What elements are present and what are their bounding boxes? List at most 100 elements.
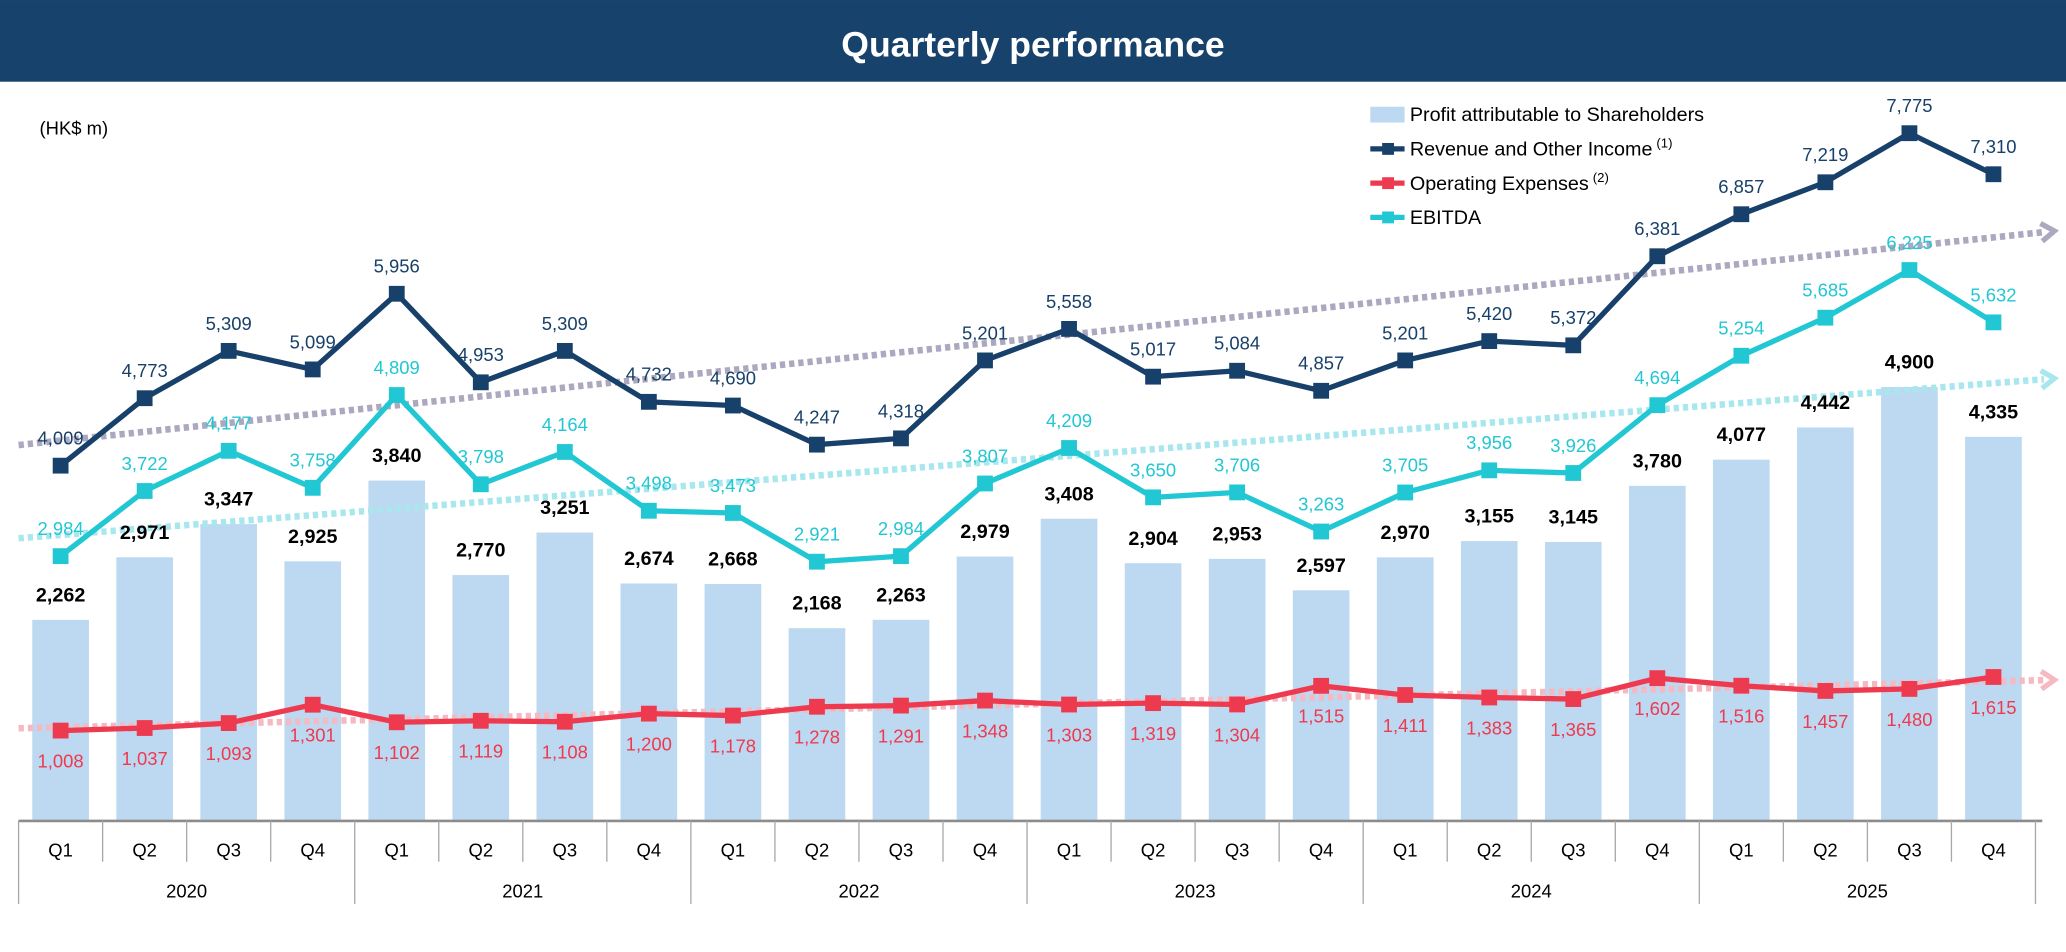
data-point-marker bbox=[1817, 174, 1834, 191]
profit-bar bbox=[1040, 518, 1098, 820]
profit-bar bbox=[620, 583, 678, 820]
data-label: 1,615 bbox=[1970, 697, 2016, 718]
year-tick-label: 2023 bbox=[1175, 880, 1216, 901]
data-point-marker bbox=[1817, 309, 1834, 326]
quarter-tick-label: Q1 bbox=[1393, 839, 1418, 860]
data-label: 4,809 bbox=[374, 357, 420, 378]
data-point-marker bbox=[1145, 368, 1161, 385]
quarter-tick-label: Q4 bbox=[300, 839, 325, 860]
data-point-marker bbox=[1313, 382, 1330, 399]
data-label: 2,921 bbox=[794, 524, 840, 545]
profit-data-label: 4,077 bbox=[1717, 424, 1766, 446]
data-point-marker bbox=[304, 696, 321, 713]
profit-data-label: 3,408 bbox=[1044, 483, 1093, 505]
year-tick-label: 2025 bbox=[1847, 880, 1888, 901]
data-point-marker bbox=[388, 714, 405, 731]
title-bar bbox=[0, 0, 2066, 82]
data-label: 1,319 bbox=[1130, 723, 1176, 744]
data-label: 5,254 bbox=[1718, 318, 1764, 339]
profit-bar bbox=[1797, 427, 1854, 820]
trend-arrowhead bbox=[2039, 669, 2060, 692]
year-tick-label: 2024 bbox=[1511, 880, 1552, 901]
data-label: 3,758 bbox=[290, 450, 336, 471]
quarter-tick-label: Q2 bbox=[1477, 839, 1502, 860]
data-label: 2,984 bbox=[878, 518, 924, 539]
data-point-marker bbox=[1481, 333, 1498, 349]
data-point-marker bbox=[1733, 677, 1750, 694]
data-label: 3,705 bbox=[1382, 454, 1428, 475]
data-point-marker bbox=[1901, 681, 1918, 697]
data-label: 4,318 bbox=[878, 400, 924, 421]
profit-data-label: 4,335 bbox=[1969, 401, 2018, 423]
data-point-marker bbox=[1565, 465, 1582, 481]
profit-bar bbox=[1208, 558, 1266, 820]
trendline bbox=[18, 228, 2045, 449]
data-point-marker bbox=[388, 285, 405, 302]
profit-data-label: 2,597 bbox=[1296, 555, 1345, 577]
data-label: 1,383 bbox=[1466, 717, 1512, 738]
data-label: 1,093 bbox=[206, 743, 252, 764]
data-point-marker bbox=[388, 387, 405, 403]
data-label: 1,291 bbox=[878, 725, 924, 746]
series-line bbox=[58, 267, 1995, 565]
quarter-tick-label: Q3 bbox=[1897, 839, 1922, 860]
data-label: 5,372 bbox=[1550, 307, 1596, 328]
data-point-marker bbox=[977, 475, 993, 492]
data-label: 1,037 bbox=[122, 748, 168, 769]
data-label: 7,775 bbox=[1886, 95, 1932, 116]
data-point-marker bbox=[1313, 677, 1330, 694]
data-point-marker bbox=[640, 502, 657, 519]
data-point-marker bbox=[724, 707, 741, 724]
quarter-tick-label: Q4 bbox=[1309, 839, 1334, 860]
data-label: 4,732 bbox=[626, 364, 672, 385]
profit-bar bbox=[1124, 563, 1182, 820]
data-label: 3,807 bbox=[962, 445, 1008, 466]
profit-bar bbox=[1965, 436, 2022, 820]
profit-bar bbox=[1544, 541, 1602, 820]
data-point-marker bbox=[52, 548, 69, 565]
data-point-marker bbox=[724, 505, 741, 521]
year-tick-label: 2022 bbox=[838, 880, 879, 901]
data-point-marker bbox=[1733, 347, 1750, 364]
data-label: 1,200 bbox=[626, 734, 672, 755]
profit-bar bbox=[452, 575, 510, 820]
profit-data-label: 2,925 bbox=[288, 526, 337, 548]
profit-data-label: 2,953 bbox=[1212, 523, 1261, 545]
data-point-marker bbox=[1817, 683, 1834, 699]
profit-data-label: 2,668 bbox=[708, 549, 757, 571]
data-label: 3,473 bbox=[710, 475, 756, 496]
data-point-marker bbox=[1397, 352, 1414, 369]
profit-data-label: 2,263 bbox=[876, 584, 925, 606]
quarter-tick-label: Q2 bbox=[1141, 839, 1166, 860]
data-point-marker bbox=[1649, 670, 1666, 687]
data-point-marker bbox=[1649, 397, 1666, 414]
data-label: 1,178 bbox=[710, 735, 756, 756]
profit-bar bbox=[1460, 541, 1518, 820]
data-label: 1,304 bbox=[1214, 724, 1260, 745]
profit-bar bbox=[704, 584, 762, 820]
data-label: 1,480 bbox=[1886, 709, 1932, 730]
data-label: 5,309 bbox=[206, 313, 252, 334]
data-label: 7,310 bbox=[1970, 136, 2016, 157]
data-label: 3,263 bbox=[1298, 493, 1344, 514]
data-point-marker bbox=[136, 483, 153, 499]
data-label: 4,177 bbox=[206, 413, 252, 434]
data-point-marker bbox=[640, 393, 657, 410]
data-point-marker bbox=[1649, 248, 1666, 265]
profit-bar bbox=[1881, 386, 1938, 820]
year-tick-label: 2021 bbox=[502, 880, 543, 901]
data-point-marker bbox=[977, 692, 993, 709]
data-label: 5,632 bbox=[1970, 284, 2016, 305]
data-label: 6,381 bbox=[1634, 218, 1680, 239]
data-label: 5,017 bbox=[1130, 339, 1176, 360]
data-point-marker bbox=[893, 697, 909, 714]
data-label: 4,009 bbox=[38, 428, 84, 449]
data-label: 5,084 bbox=[1214, 333, 1260, 354]
data-label: 4,209 bbox=[1046, 410, 1092, 431]
profit-data-label: 2,970 bbox=[1380, 522, 1429, 544]
data-label: 5,685 bbox=[1802, 280, 1848, 301]
data-point-marker bbox=[1481, 689, 1498, 706]
data-point-marker bbox=[1901, 125, 1918, 142]
data-label: 1,008 bbox=[38, 750, 84, 771]
data-point-marker bbox=[1733, 206, 1750, 223]
